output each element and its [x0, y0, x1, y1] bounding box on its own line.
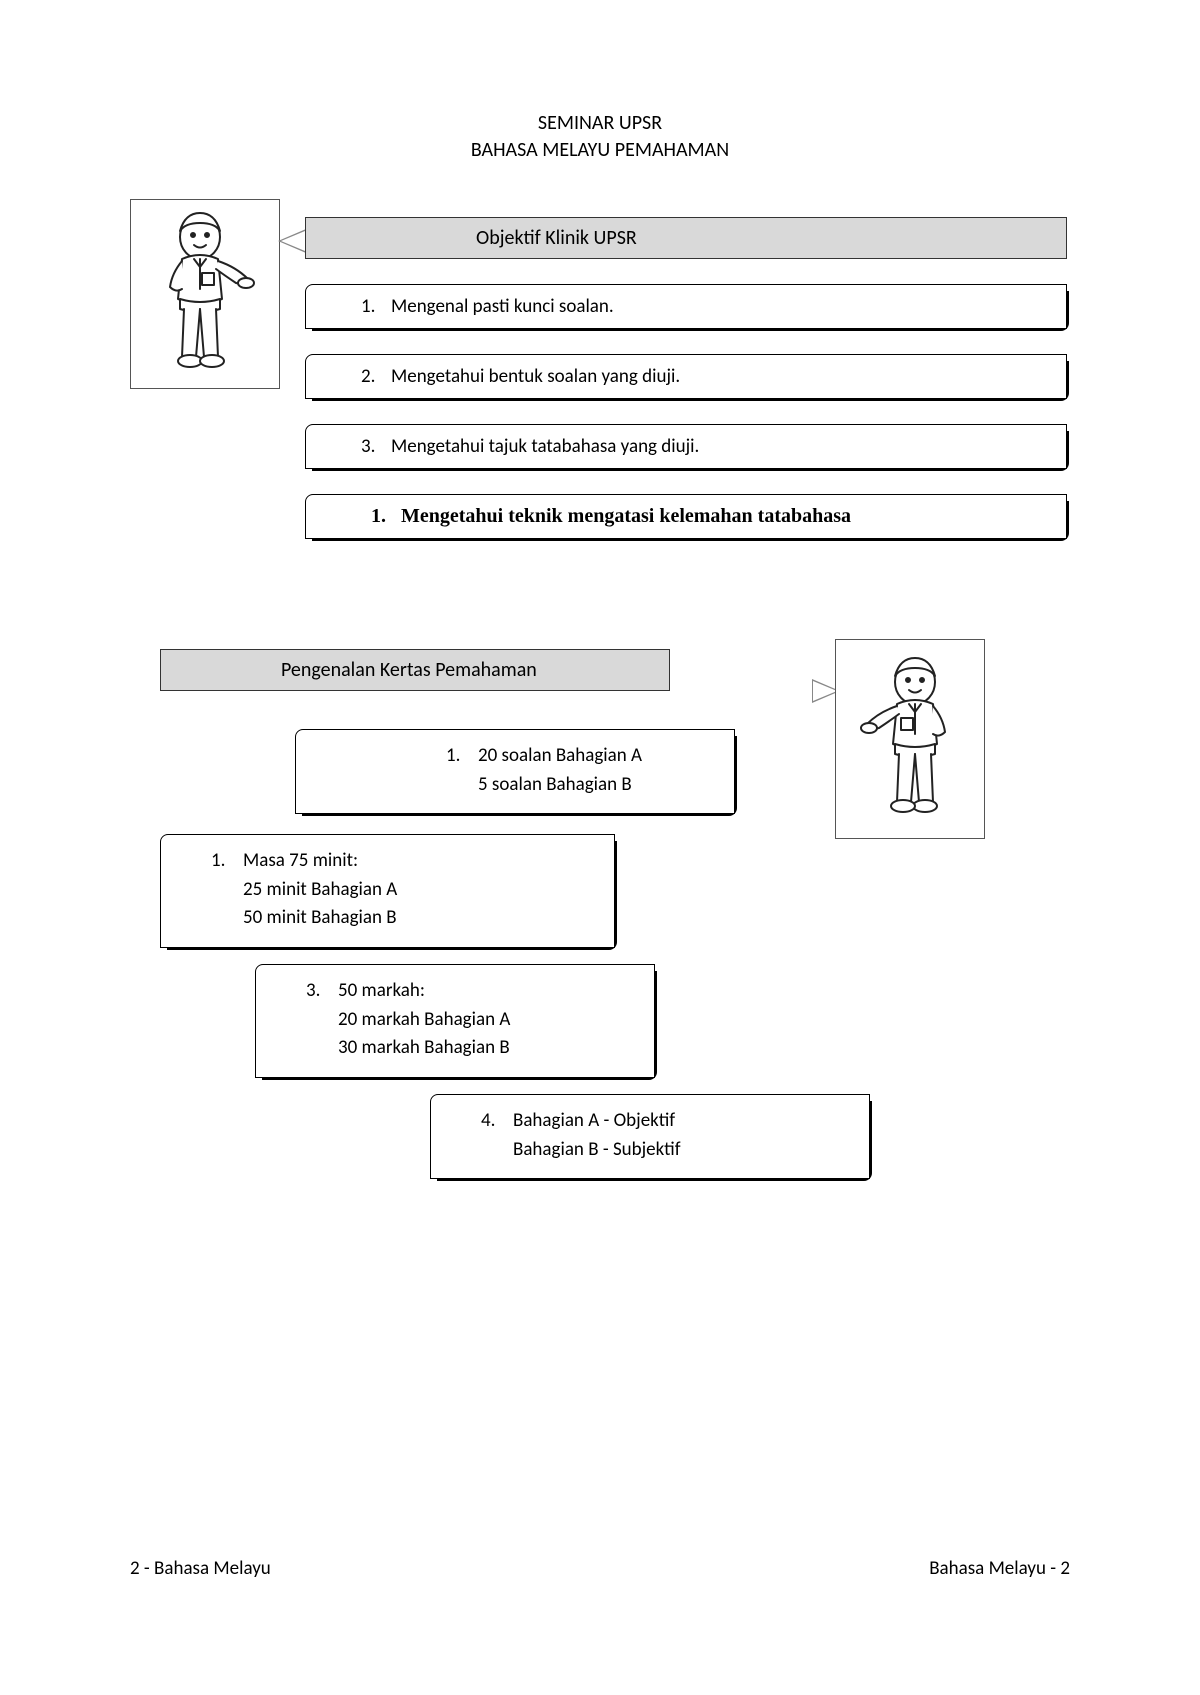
- info-box-masa: 1.Masa 75 minit: 25 minit Bahagian A 50 …: [160, 834, 615, 948]
- info-box-markah: 3.50 markah: 20 markah Bahagian A 30 mar…: [255, 964, 655, 1078]
- footer-left: 2 - Bahasa Melayu: [130, 1557, 271, 1580]
- boy-cartoon-icon: [855, 654, 965, 824]
- info-line: 20 soalan Bahagian A: [478, 742, 642, 771]
- info-num: 1.: [211, 847, 243, 876]
- info-line: Masa 75 minit:: [243, 847, 358, 876]
- objective-num: 2.: [361, 365, 391, 388]
- info-line: Bahagian B - Subjektif: [481, 1136, 849, 1165]
- character-frame-right: [835, 639, 985, 839]
- info-line: Bahagian A - Objektif: [513, 1107, 675, 1136]
- objective-item: 1. Mengenal pasti kunci soalan.: [305, 284, 1067, 329]
- page-content: SEMINAR UPSR BAHASA MELAYU PEMAHAMAN: [130, 110, 1070, 1209]
- objective-item-bold: 1. Mengetahui teknik mengatasi kelemahan…: [305, 494, 1067, 539]
- info-num: 4.: [481, 1107, 513, 1136]
- section2-title-box: Pengenalan Kertas Pemahaman: [160, 649, 670, 691]
- page-header: SEMINAR UPSR BAHASA MELAYU PEMAHAMAN: [130, 110, 1070, 164]
- objective-item: 3. Mengetahui tajuk tatabahasa yang diuj…: [305, 424, 1067, 469]
- header-line-1: SEMINAR UPSR: [130, 110, 1070, 137]
- objective-text: Mengenal pasti kunci soalan.: [391, 295, 614, 318]
- page-footer: 2 - Bahasa Melayu Bahasa Melayu - 2: [130, 1557, 1070, 1580]
- section-objectives: Objektif Klinik UPSR 1. Mengenal pasti k…: [130, 199, 1070, 569]
- objective-num: 1.: [371, 505, 401, 528]
- objective-text: Mengetahui bentuk soalan yang diuji.: [391, 365, 680, 388]
- section-pengenalan: Pengenalan Kertas Pemahaman: [130, 649, 1070, 1209]
- info-num: 3.: [306, 977, 338, 1006]
- section1-title-box: Objektif Klinik UPSR: [305, 217, 1067, 259]
- objective-text: Mengetahui tajuk tatabahasa yang diuji.: [391, 435, 699, 458]
- footer-right: Bahasa Melayu - 2: [929, 1557, 1070, 1580]
- info-box-soalan: 1.20 soalan Bahagian A 5 soalan Bahagian…: [295, 729, 735, 814]
- objective-num: 3.: [361, 435, 391, 458]
- info-line: 50 minit Bahagian B: [211, 904, 594, 933]
- info-num: 1.: [446, 742, 478, 771]
- info-line: 5 soalan Bahagian B: [446, 771, 714, 800]
- section2-title: Pengenalan Kertas Pemahaman: [281, 658, 537, 682]
- header-line-2: BAHASA MELAYU PEMAHAMAN: [130, 137, 1070, 164]
- section1-title: Objektif Klinik UPSR: [476, 226, 637, 250]
- speech-pointer-icon: [278, 229, 306, 253]
- objective-item: 2. Mengetahui bentuk soalan yang diuji.: [305, 354, 1067, 399]
- info-box-bahagian: 4.Bahagian A - Objektif Bahagian B - Sub…: [430, 1094, 870, 1179]
- objective-num: 1.: [361, 295, 391, 318]
- boy-cartoon-icon: [150, 209, 260, 379]
- character-frame-left: [130, 199, 280, 389]
- info-line: 20 markah Bahagian A: [306, 1006, 634, 1035]
- info-line: 50 markah:: [338, 977, 425, 1006]
- info-line: 30 markah Bahagian B: [306, 1034, 634, 1063]
- info-line: 25 minit Bahagian A: [211, 876, 594, 905]
- objective-text: Mengetahui teknik mengatasi kelemahan ta…: [401, 505, 851, 528]
